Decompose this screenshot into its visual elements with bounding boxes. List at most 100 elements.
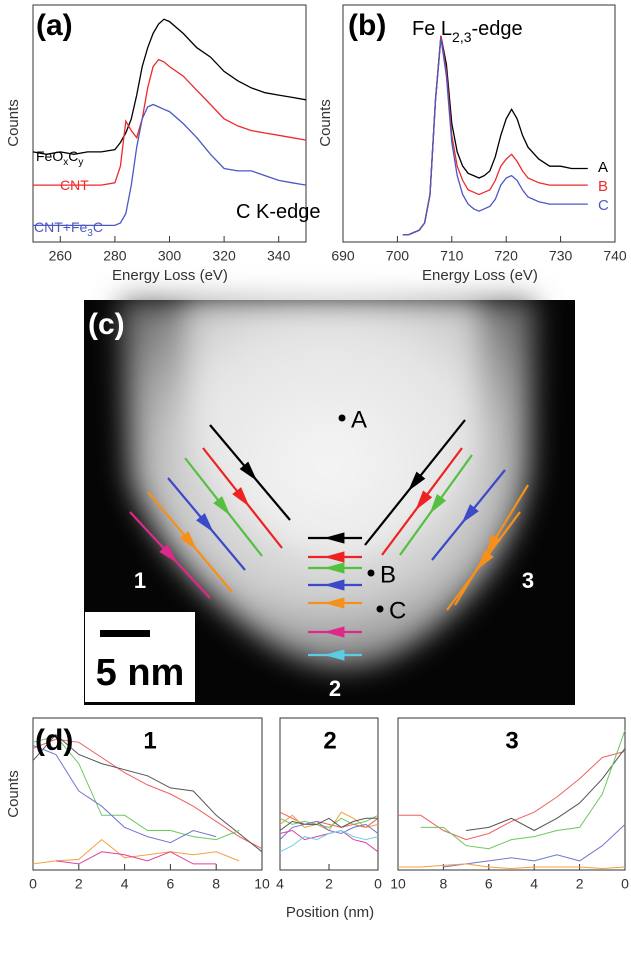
arrow-head <box>461 504 479 524</box>
series-label: FeOxCy <box>36 148 83 168</box>
series-label-part: C <box>68 148 78 164</box>
scale-bar-label: 5 nm <box>96 652 185 694</box>
series-line <box>443 824 626 868</box>
series-line <box>402 38 588 236</box>
arrow-head <box>429 494 447 514</box>
region-label: 1 <box>134 568 146 593</box>
arrow-head <box>485 534 502 555</box>
series-label-part: x <box>63 157 68 168</box>
series-line <box>33 103 307 227</box>
series-line <box>32 733 263 853</box>
arrow-head <box>408 471 426 492</box>
series-line <box>55 851 217 865</box>
x-tick-label: 6 <box>167 876 175 892</box>
series-label: A <box>598 159 608 176</box>
point-label: A <box>351 406 367 433</box>
plot-frame <box>32 717 263 871</box>
x-tick-label: 10 <box>390 876 406 892</box>
x-axis-label: Position (nm) <box>286 904 374 921</box>
annotation: Fe L2,3-edge <box>412 18 523 44</box>
series-line <box>279 817 378 831</box>
arrow-head <box>196 513 214 533</box>
arrow-head <box>159 544 178 564</box>
panel-title: 1 <box>143 727 156 754</box>
x-tick-label: 300 <box>158 248 182 264</box>
series-label: CNT <box>60 177 89 193</box>
panel-label: (d) <box>35 724 73 757</box>
x-tick-label: 0 <box>29 876 37 892</box>
x-tick-label: 0 <box>374 876 382 892</box>
x-tick-label: 4 <box>276 876 284 892</box>
series-line <box>420 730 626 850</box>
series-line <box>32 744 217 844</box>
arrow-head <box>324 649 345 661</box>
point-marker <box>376 605 384 613</box>
x-tick-label: 4 <box>121 876 129 892</box>
arrow-head <box>324 597 345 609</box>
panel-label: (c) <box>88 308 125 341</box>
panel-label: (a) <box>36 9 73 42</box>
x-tick-label: 8 <box>440 876 448 892</box>
series-label: CNT+Fe3C <box>34 219 103 239</box>
panel-title: 3 <box>505 727 518 754</box>
series-label-part: CNT <box>60 177 89 193</box>
series-line <box>32 735 240 841</box>
point-label: C <box>389 597 406 624</box>
x-tick-label: 6 <box>485 876 493 892</box>
x-tick-label: 260 <box>49 248 73 264</box>
series-label-part: 3 <box>87 228 93 239</box>
series-label-part: y <box>78 157 83 168</box>
region-label: 3 <box>522 568 534 593</box>
x-tick-label: 8 <box>212 876 220 892</box>
x-tick-label: 0 <box>621 876 629 892</box>
x-tick-label: 2 <box>75 876 83 892</box>
series-line <box>279 829 379 853</box>
x-tick-label: 730 <box>549 248 573 264</box>
arrow-head <box>232 487 250 507</box>
series-line <box>279 814 379 828</box>
series-line <box>398 750 626 841</box>
x-tick-label: 700 <box>386 248 410 264</box>
plot-frame <box>397 717 626 871</box>
panel-label: (b) <box>348 9 386 42</box>
y-axis-label: Counts <box>317 99 334 147</box>
annotation-part: Fe L <box>412 18 452 40</box>
arrow-head <box>324 579 345 591</box>
series-label: B <box>598 178 608 195</box>
arrow-head <box>239 461 258 481</box>
y-axis-label: Counts <box>5 770 22 818</box>
x-axis-label: Energy Loss (eV) <box>112 267 228 284</box>
x-tick-label: 10 <box>254 876 270 892</box>
arrow-head <box>324 532 345 544</box>
annotation-part: -edge <box>472 18 523 40</box>
x-tick-label: 4 <box>530 876 538 892</box>
x-tick-label: 740 <box>603 248 627 264</box>
annotation-part: 2,3 <box>452 29 472 45</box>
plot-frame <box>342 4 616 243</box>
series-label-part: C <box>93 219 103 235</box>
region-label: 2 <box>329 676 341 701</box>
point-marker <box>338 414 346 422</box>
x-tick-label: 340 <box>267 248 291 264</box>
series-label-part: CNT+Fe <box>34 219 88 235</box>
point-label: B <box>380 561 396 588</box>
arrow-head <box>213 496 231 516</box>
series-line <box>32 838 240 865</box>
annotation-part: C K-edge <box>236 201 321 223</box>
x-tick-label: 690 <box>331 248 355 264</box>
x-tick-label: 320 <box>212 248 236 264</box>
arrow-head <box>179 531 198 551</box>
series-line <box>279 811 379 828</box>
x-tick-label: 2 <box>576 876 584 892</box>
point-marker <box>367 569 375 577</box>
series-line <box>466 748 626 832</box>
series-line <box>398 863 626 870</box>
arrow-head <box>324 626 345 638</box>
series-label: C <box>598 197 609 214</box>
x-tick-label: 280 <box>103 248 127 264</box>
arrow-head <box>324 562 345 574</box>
x-tick-label: 2 <box>325 876 333 892</box>
y-axis-label: Counts <box>5 99 22 147</box>
x-tick-label: 720 <box>495 248 519 264</box>
